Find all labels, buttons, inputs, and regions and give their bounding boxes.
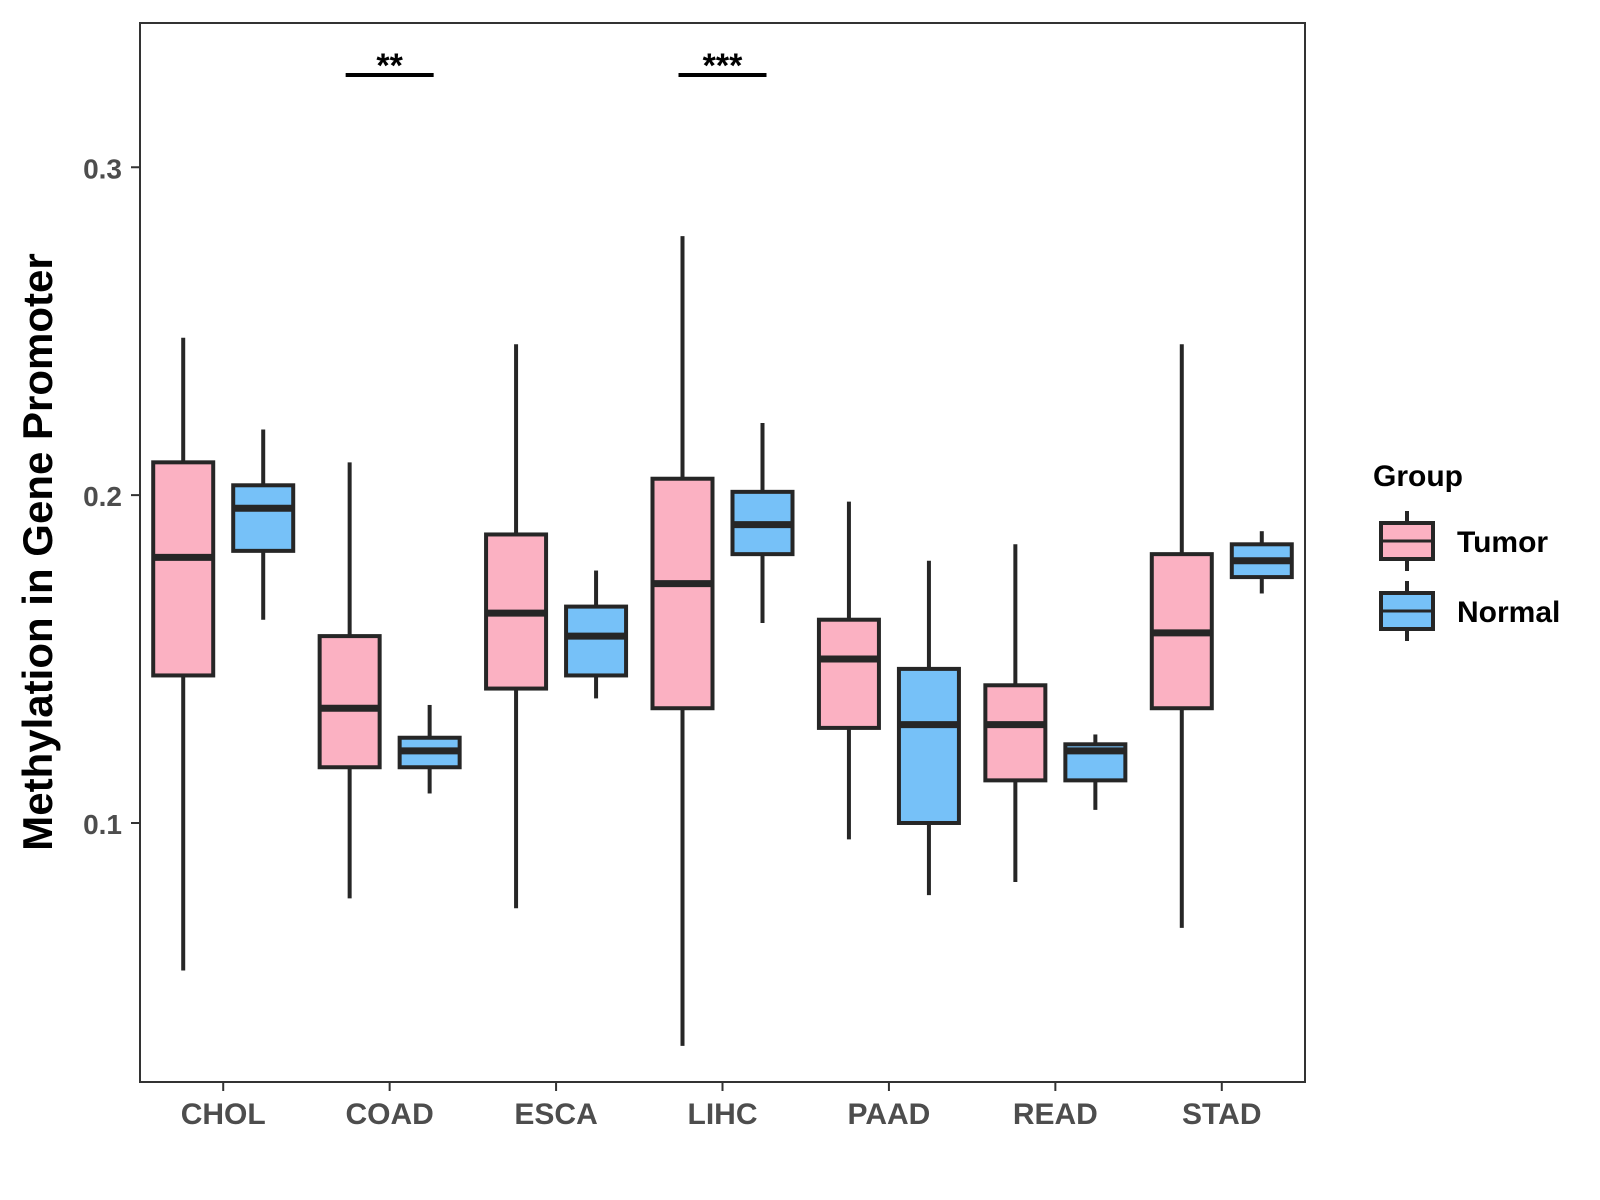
- legend-item-normal: Normal: [1379, 581, 1560, 641]
- box-body: [317, 634, 382, 770]
- box-body: [231, 483, 296, 553]
- box-normal-coad: [397, 704, 462, 794]
- box-body: [816, 617, 881, 730]
- box-normal-chol: [231, 429, 296, 620]
- box-tumor-read: [983, 544, 1048, 883]
- box-marks: [151, 236, 1294, 1046]
- x-tick-label-esca: ESCA: [514, 1098, 597, 1131]
- significance-annotations: ** ***: [345, 47, 767, 85]
- box-tumor-stad: [1149, 344, 1214, 928]
- box-body: [896, 666, 961, 825]
- x-axis: CHOL COAD ESCA LIHC PAAD READ STAD: [181, 1082, 1262, 1131]
- significance-label: ***: [703, 47, 743, 85]
- box-normal-esca: [564, 570, 629, 699]
- box-body: [650, 476, 715, 711]
- legend-title: Group: [1373, 460, 1463, 493]
- x-tick-label-coad: COAD: [345, 1098, 433, 1131]
- significance-label: **: [376, 47, 403, 85]
- legend: Group Tumor Normal: [1373, 460, 1560, 641]
- box-tumor-paad: [816, 501, 881, 840]
- x-tick-label-chol: CHOL: [181, 1098, 266, 1131]
- y-axis-title: Methylation in Gene Promoter: [14, 253, 61, 850]
- box-tumor-lihc: [650, 236, 715, 1046]
- x-tick-label-read: READ: [1013, 1098, 1098, 1131]
- box-normal-read: [1063, 734, 1128, 810]
- plot-border: [139, 22, 1306, 1083]
- box-body: [151, 460, 216, 678]
- x-tick-label-lihc: LIHC: [688, 1098, 758, 1131]
- box-normal-stad: [1229, 531, 1294, 594]
- x-tick-label-stad: STAD: [1182, 1098, 1261, 1131]
- box-normal-lihc: [730, 422, 795, 623]
- legend-label: Normal: [1457, 596, 1560, 629]
- legend-label: Tumor: [1457, 526, 1548, 559]
- y-tick-label: 0.1: [83, 809, 122, 840]
- box-tumor-esca: [484, 344, 549, 909]
- x-tick-label-paad: PAAD: [848, 1098, 931, 1131]
- y-axis: 0.1 0.2 0.3: [83, 153, 140, 840]
- plot-panel: [139, 22, 1306, 1083]
- box-body: [983, 683, 1048, 783]
- box-normal-paad: [896, 560, 961, 896]
- box-tumor-chol: [151, 337, 216, 971]
- box-tumor-coad: [317, 462, 382, 899]
- legend-item-tumor: Tumor: [1379, 511, 1548, 571]
- y-tick-label: 0.3: [83, 153, 122, 184]
- box-body: [564, 604, 629, 678]
- legend-items: Tumor Normal: [1379, 511, 1560, 641]
- y-tick-label: 0.2: [83, 481, 122, 512]
